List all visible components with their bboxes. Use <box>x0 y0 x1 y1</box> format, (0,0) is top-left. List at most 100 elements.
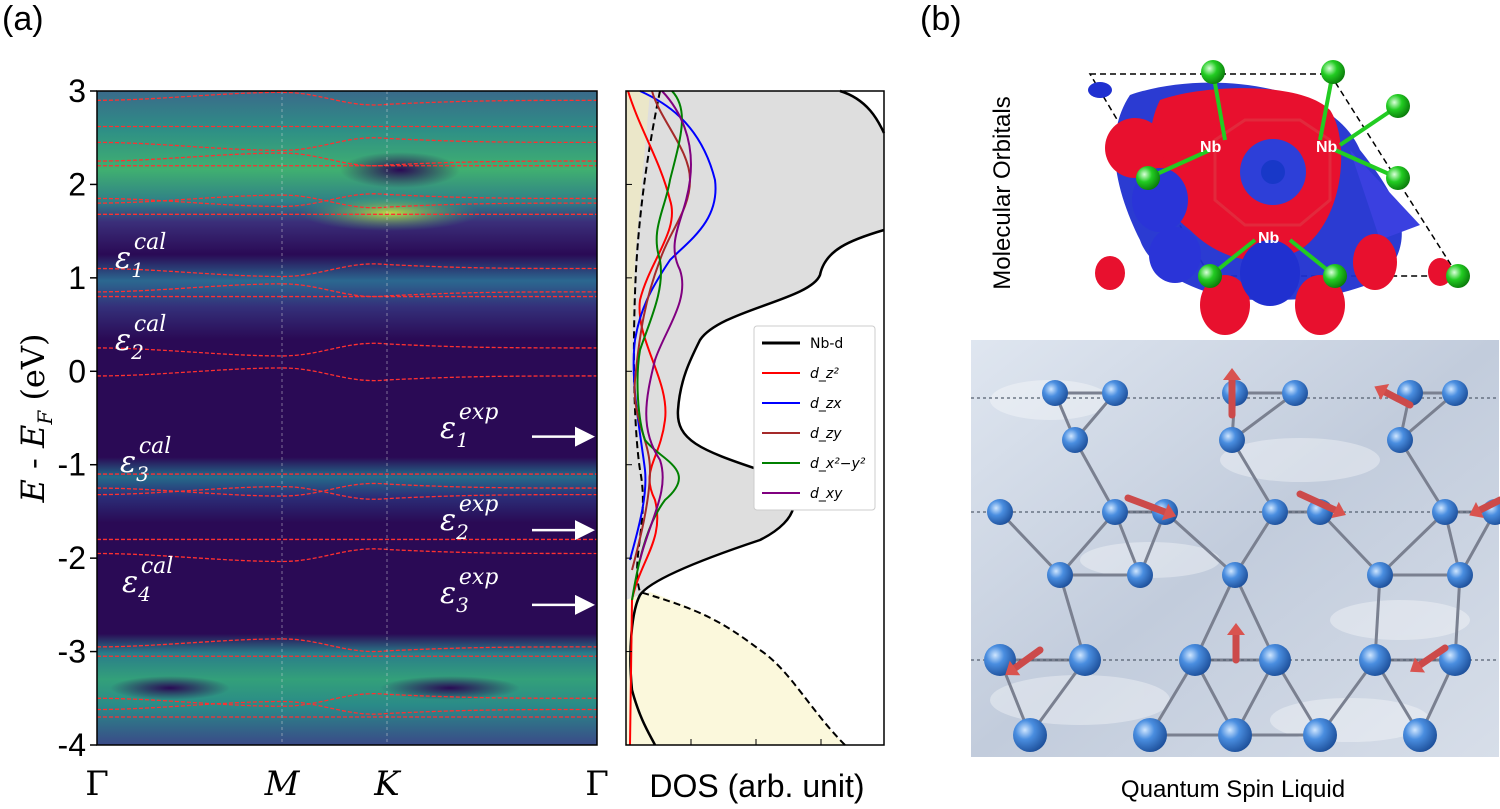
lattice-bond <box>998 510 1062 577</box>
legend-label: d_xy <box>810 486 843 502</box>
dos-nb-d-fill <box>626 91 650 480</box>
lattice-site <box>1282 380 1308 406</box>
lattice-bond <box>1058 511 1117 576</box>
band-line <box>97 193 597 208</box>
lattice-site <box>1062 427 1088 453</box>
lattice-site <box>1447 562 1473 588</box>
band-line <box>97 693 597 707</box>
spin-arrow-head <box>1227 623 1245 635</box>
dos-dzy-line <box>631 90 692 571</box>
dos-dxy-line <box>639 90 692 561</box>
band-line <box>97 342 597 357</box>
lattice-bond <box>1231 391 1296 442</box>
y-tick-label: -4 <box>58 727 86 763</box>
band-line <box>97 283 597 298</box>
spin-arrow-head <box>1469 501 1485 519</box>
spin-arrow <box>1476 496 1500 514</box>
band-line <box>97 485 597 500</box>
nb-label-2: Nb <box>1316 139 1338 156</box>
y-axis: 3 2 1 0 -1 -2 -3 -4 E - EF (eV) <box>14 73 97 763</box>
lattice-site <box>1262 499 1288 525</box>
legend-label: d_x²−y² <box>810 456 866 472</box>
lattice-site <box>1133 718 1167 752</box>
dos-x-axis-label: DOS (arb. unit) <box>649 768 864 804</box>
lattice-bond <box>1398 439 1447 513</box>
spin-arrow-head <box>1374 384 1390 400</box>
lattice-site <box>1047 562 1073 588</box>
band-line <box>97 367 597 382</box>
lattice-site <box>1219 427 1245 453</box>
lattice-bond <box>1163 510 1237 577</box>
lattice-site <box>1387 427 1413 453</box>
dos-legend: Nb-d d_z² d_zx d_zy d_x²−y² d_xy <box>753 325 876 511</box>
band-lines <box>97 91 597 718</box>
calc-level-2: ε2cal <box>115 312 166 364</box>
lattice-site <box>1127 562 1153 588</box>
y-tick-label: 3 <box>68 73 86 109</box>
spin-arrow-head <box>1161 503 1177 521</box>
nb-label-1: Nb <box>1200 139 1222 156</box>
qsl-panel <box>971 340 1500 757</box>
y-axis-label: E - EF (eV) <box>14 334 57 504</box>
y-tick-label: -1 <box>58 447 86 483</box>
band-line <box>97 194 597 209</box>
spin-arrow <box>1296 490 1339 514</box>
spin-arrow-head <box>1005 660 1021 676</box>
lattice-site <box>1013 718 1047 752</box>
lattice-site <box>1179 644 1211 676</box>
calc-level-4: ε4cal <box>122 554 173 606</box>
legend-label: d_zx <box>810 396 842 412</box>
exp-level-3: ε3exp <box>440 565 498 617</box>
orbital-lobe-blue-right <box>1350 150 1420 240</box>
spin-arrow-head <box>1410 657 1426 673</box>
lattice-site <box>987 499 1013 525</box>
dos-total-fill-upper <box>626 91 884 600</box>
band-line <box>97 137 597 152</box>
exp-level-1: ε1exp <box>440 400 498 452</box>
nb-label-3: Nb <box>1258 230 1280 247</box>
lattice-bond <box>1378 510 1447 577</box>
lattice-site <box>1102 499 1128 525</box>
spin-arrow <box>1011 646 1044 672</box>
lattice-site <box>1439 644 1471 676</box>
lattice-site <box>1102 380 1128 406</box>
calc-level-labels: ε1cal ε2cal ε3cal ε4cal <box>115 230 173 606</box>
dos-dx2y2-line <box>631 90 683 601</box>
lattice-bond <box>1073 439 1117 513</box>
k-label-m: M <box>264 764 301 804</box>
band-line <box>97 548 597 563</box>
legend-label: d_zy <box>810 426 842 442</box>
spin-arrow-head <box>1331 501 1346 519</box>
lattice-bond <box>1230 439 1277 513</box>
dos-plot: Nb-d d_z² d_zx d_zy d_x²−y² d_xy <box>625 89 886 746</box>
lattice-site <box>1359 644 1391 676</box>
lattice-site <box>1403 718 1437 752</box>
qsl-caption: Quantum Spin Liquid <box>1121 776 1345 803</box>
dos-total-fill-lower <box>626 592 845 745</box>
lattice-site <box>1432 499 1458 525</box>
band-line <box>97 263 597 278</box>
band-line <box>97 638 597 653</box>
k-label-gamma-start: Γ <box>85 764 109 804</box>
molecular-orbitals-panel: Molecular Orbitals <box>989 60 1470 335</box>
lattice-site <box>1222 562 1248 588</box>
y-tick-label: -2 <box>58 540 86 576</box>
k-label-k: K <box>373 764 402 804</box>
lattice-site <box>1442 380 1468 406</box>
lattice-site <box>1303 718 1337 752</box>
exp-level-labels: ε1exp ε2exp ε3exp <box>440 400 595 617</box>
band-line <box>97 152 597 167</box>
lattice-site <box>1367 562 1393 588</box>
y-tick-label: 1 <box>68 260 86 296</box>
y-tick-label: 0 <box>68 353 86 389</box>
k-path-labels: Γ M K Γ <box>85 764 609 804</box>
mo-title: Molecular Orbitals <box>989 96 1016 289</box>
k-label-gamma-end: Γ <box>585 764 609 804</box>
spin-arrow <box>1381 388 1414 409</box>
spin-arrow <box>1416 644 1449 669</box>
spin-arrow <box>1124 494 1169 516</box>
band-line <box>97 91 597 106</box>
y-tick-label: 2 <box>68 166 86 202</box>
y-tick-label: -3 <box>58 634 86 670</box>
